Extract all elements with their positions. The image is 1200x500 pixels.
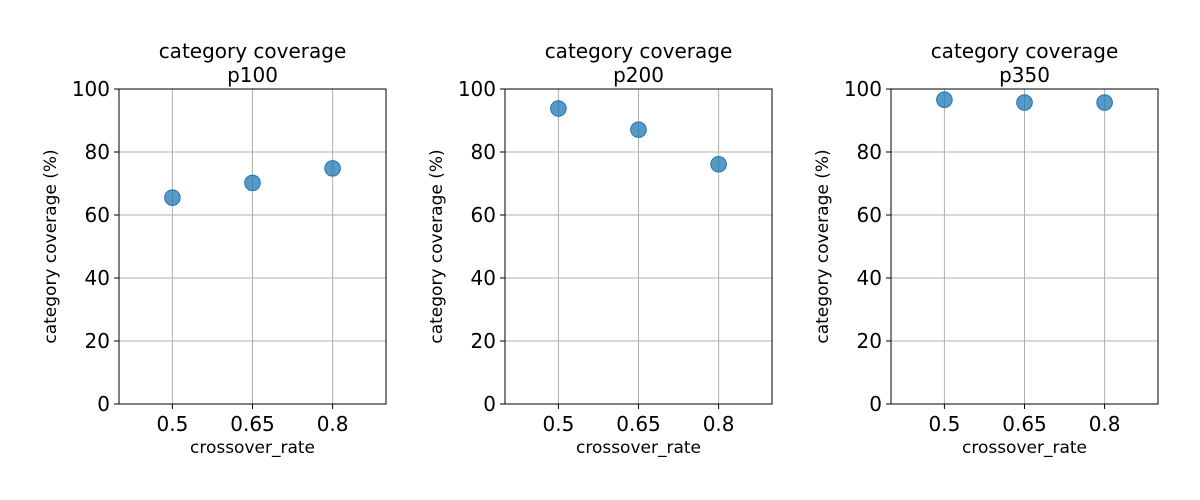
x-tick-label: 0.8 xyxy=(703,412,735,436)
y-axis-label: category coverage (%) xyxy=(41,149,61,343)
chart-panel-1: 0 20 40 60 80 100 0.5 0.65 0.8 category coveragep… xyxy=(41,39,387,458)
y-tick-label: 40 xyxy=(85,266,110,290)
y-tick-label: 100 xyxy=(72,77,110,101)
data-point xyxy=(1096,94,1113,111)
chart-subtitle: p200 xyxy=(613,63,664,87)
y-axis-label: category coverage (%) xyxy=(813,149,833,343)
y-tick-label: 40 xyxy=(471,266,496,290)
x-tick-label: 0.65 xyxy=(616,412,661,436)
x-tick-label: 0.5 xyxy=(542,412,574,436)
x-tick-label: 0.65 xyxy=(230,412,275,436)
data-point xyxy=(630,121,647,138)
data-point xyxy=(710,155,727,173)
y-tick-label: 100 xyxy=(844,77,882,101)
x-tick-label: 0.65 xyxy=(1002,412,1047,436)
chart-subtitle: p350 xyxy=(999,63,1050,87)
y-tick-label: 40 xyxy=(857,266,882,290)
x-tick-label: 0.5 xyxy=(156,412,188,436)
y-tick-label: 0 xyxy=(97,392,110,416)
chart-title: category coverage xyxy=(545,39,733,63)
y-tick-label: 20 xyxy=(471,329,496,353)
x-axis-label: crossover_rate xyxy=(962,438,1087,458)
data-point xyxy=(244,174,261,192)
data-point xyxy=(164,189,181,206)
x-tick-label: 0.8 xyxy=(1089,412,1121,436)
chart-title: category coverage xyxy=(931,39,1119,63)
chart-panel-2: 0 20 40 60 80 100 0.5 0.65 0.8 category coveragep… xyxy=(427,39,773,458)
y-tick-label: 100 xyxy=(458,77,496,101)
data-point xyxy=(550,100,567,117)
y-tick-label: 80 xyxy=(471,140,496,164)
data-point xyxy=(936,91,953,109)
y-tick-label: 60 xyxy=(857,203,882,227)
data-point xyxy=(324,160,341,177)
y-tick-label: 20 xyxy=(85,329,110,353)
y-tick-label: 60 xyxy=(471,203,496,227)
y-tick-label: 80 xyxy=(857,140,882,164)
y-axis-label: category coverage (%) xyxy=(427,149,447,343)
data-point xyxy=(1016,94,1033,111)
y-tick-label: 0 xyxy=(869,392,882,416)
chart-subtitle: p100 xyxy=(227,63,278,87)
x-axis-label: crossover_rate xyxy=(576,438,701,458)
chart-panel-3: 0 20 40 60 80 100 0.5 0.65 0.8 category coveragep… xyxy=(813,39,1159,458)
y-tick-label: 0 xyxy=(483,392,496,416)
x-tick-label: 0.8 xyxy=(317,412,349,436)
y-tick-label: 20 xyxy=(857,329,882,353)
x-axis-label: crossover_rate xyxy=(190,438,315,458)
x-tick-label: 0.5 xyxy=(928,412,960,436)
y-tick-label: 80 xyxy=(85,140,110,164)
y-tick-label: 60 xyxy=(85,203,110,227)
chart-title: category coverage xyxy=(159,39,347,63)
